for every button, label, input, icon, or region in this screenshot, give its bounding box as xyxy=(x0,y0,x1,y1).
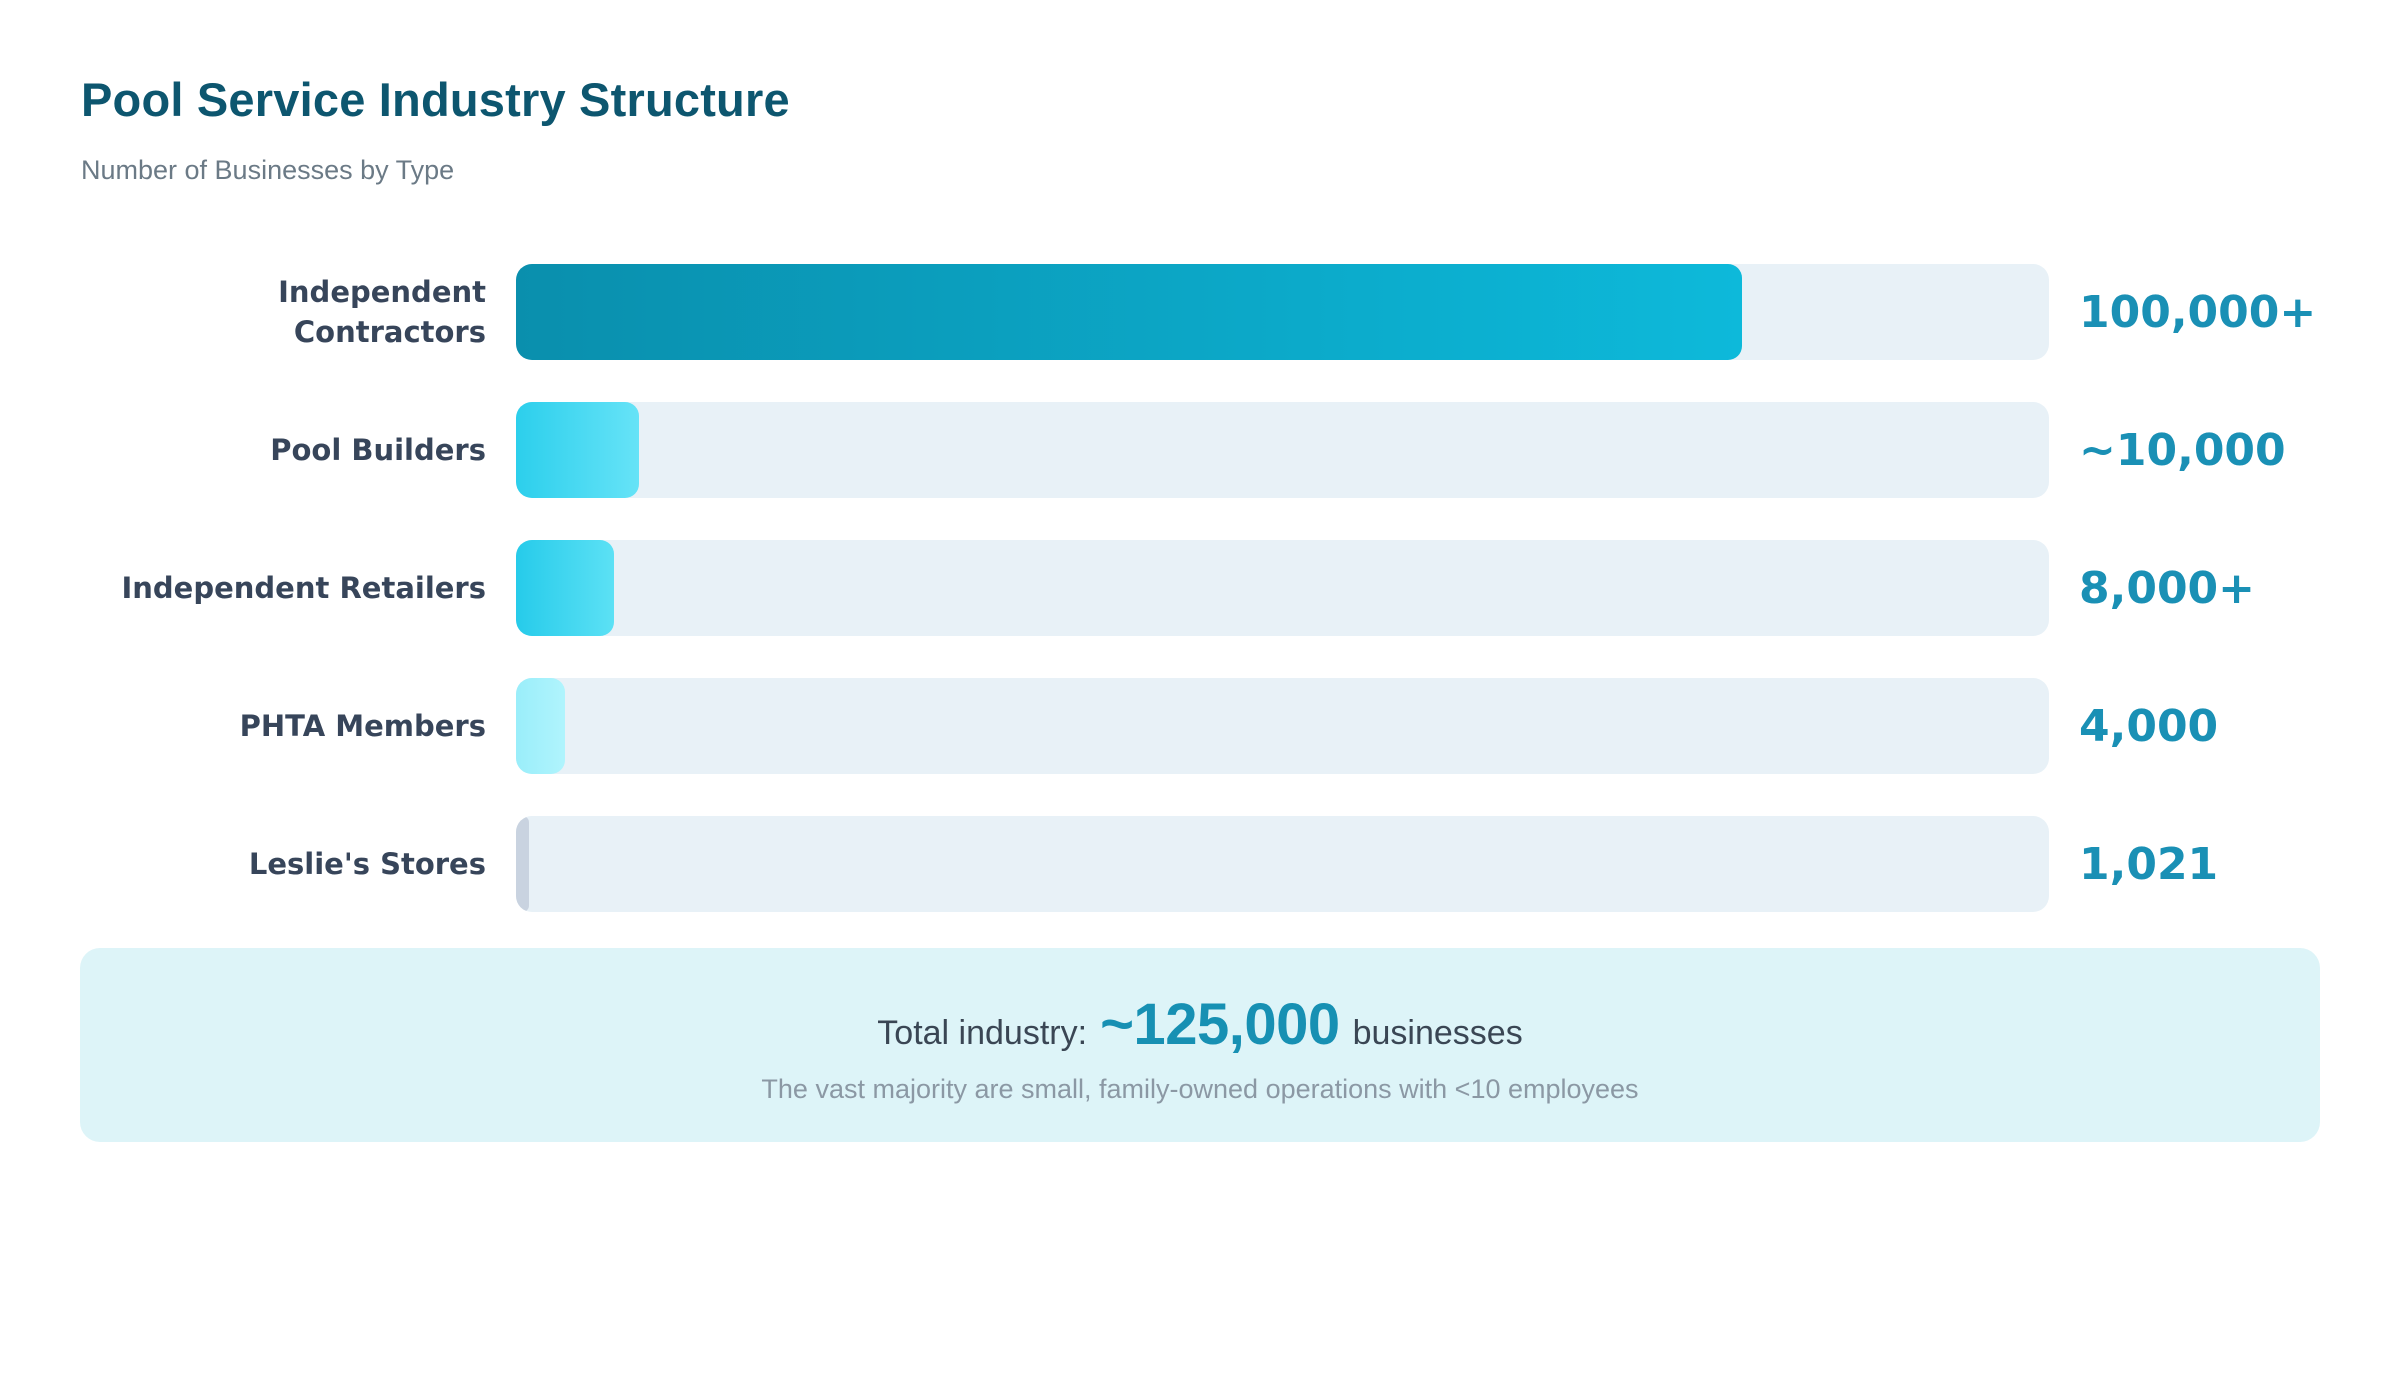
bar-fill xyxy=(516,816,529,912)
chart-row: Independent Retailers 8,000+ xyxy=(81,540,2319,636)
value-label: 8,000+ xyxy=(2079,562,2256,614)
chart-row: Pool Builders ~10,000 xyxy=(81,402,2319,498)
row-label: Independent Contractors xyxy=(278,275,486,349)
value-label: 100,000+ xyxy=(2079,286,2317,338)
summary-total-prefix: Total industry: xyxy=(877,1014,1088,1052)
value-label: ~10,000 xyxy=(2079,424,2286,476)
row-label: Pool Builders xyxy=(270,433,486,467)
bar-fill xyxy=(516,540,615,636)
page-title: Pool Service Industry Structure xyxy=(81,73,790,126)
row-label: PHTA Members xyxy=(239,709,486,743)
chart-row: Leslie's Stores 1,021 xyxy=(81,816,2319,912)
value-label: 1,021 xyxy=(2079,838,2219,890)
bar-chart: Independent Contractors 100,000+ Pool Bu… xyxy=(81,264,2319,912)
bar-fill xyxy=(516,678,566,774)
summary-total-value: ~125,000 xyxy=(1100,992,1340,1057)
bar-fill xyxy=(516,264,1743,360)
bar-track xyxy=(516,264,2049,360)
bar-track xyxy=(516,402,2049,498)
bar-fill xyxy=(516,402,639,498)
value-label: 4,000 xyxy=(2079,700,2219,752)
row-label: Independent Retailers xyxy=(121,571,486,605)
chart-row: PHTA Members 4,000 xyxy=(81,678,2319,774)
summary-note: The vast majority are small, family-owne… xyxy=(761,1074,1639,1104)
summary-box: Total industry: ~125,000 businesses The … xyxy=(80,948,2320,1142)
summary-total-line: Total industry: ~125,000 businesses xyxy=(877,991,1522,1058)
row-label: Leslie's Stores xyxy=(248,847,486,881)
summary-total-suffix: businesses xyxy=(1352,1014,1523,1052)
header: Pool Service Industry Structure Number o… xyxy=(81,72,2319,188)
chart-subtitle: Number of Businesses by Type xyxy=(81,155,455,185)
bar-track xyxy=(516,816,2049,912)
bar-track xyxy=(516,540,2049,636)
bar-track xyxy=(516,678,2049,774)
chart-row: Independent Contractors 100,000+ xyxy=(81,264,2319,360)
